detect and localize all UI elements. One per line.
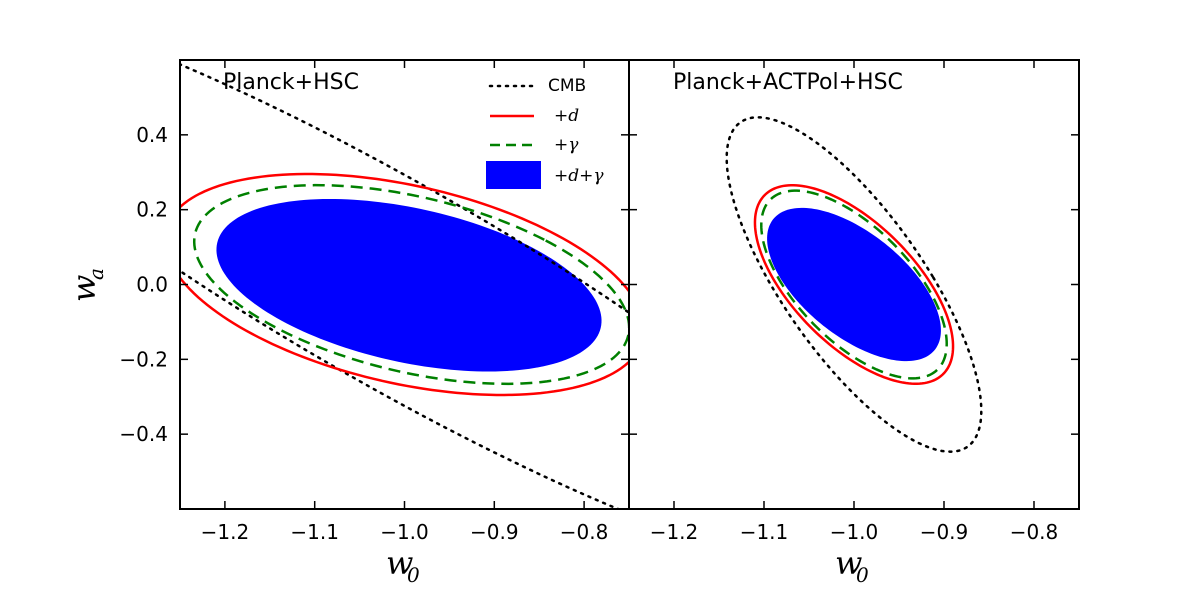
ticks-left: −1.2 −1.1 −1.0 −0.9 −0.8 −0.4 −0.2 0.0 0.2 0.4 — [119, 60, 629, 544]
y-axis-label-sub: a — [84, 268, 108, 280]
x-axis-label-left-sub: 0 — [407, 563, 420, 587]
contour-left-dashed-contour — [192, 183, 629, 386]
legend-label-cmb: CMB — [548, 76, 586, 96]
ticks-right: −1.2 −1.1 −1.0 −0.9 −0.8 — [629, 60, 1079, 544]
y-axis-label: w a — [65, 268, 108, 302]
contours-right — [725, 116, 983, 453]
ytick-label-3: 0.2 — [136, 198, 168, 222]
contour-right-dashed-contour — [760, 189, 948, 380]
xtick-label-right-1: −1.1 — [740, 520, 789, 544]
x-axis-label-left: w 0 — [386, 544, 420, 587]
ytick-label-1: −0.2 — [119, 347, 168, 371]
xtick-label-right-0: −1.2 — [650, 520, 699, 544]
legend-label-d-gamma: +d+γ — [554, 166, 604, 186]
xtick-label-right-3: −0.9 — [920, 520, 969, 544]
legend: CMB +d +γ +d+γ — [486, 76, 604, 189]
contour-right-filled-d — [767, 207, 941, 362]
ytick-label-2: 0.0 — [136, 273, 168, 297]
xtick-label-right-2: −1.0 — [830, 520, 879, 544]
x-axis-label-right-main: w — [835, 544, 862, 582]
xtick-label-right-4: −0.8 — [1010, 520, 1059, 544]
legend-label-d: +d — [554, 106, 579, 126]
contour-left-solid-d — [180, 172, 629, 397]
xtick-label-left-3: −0.9 — [470, 520, 519, 544]
panel-title-right: Planck+ACTPol+HSC — [673, 70, 903, 95]
panel-title-left: Planck+HSC — [223, 70, 359, 95]
x-axis-label-right-sub: 0 — [856, 563, 869, 587]
xtick-label-left-4: −0.8 — [560, 520, 609, 544]
contour-right-solid-d — [753, 183, 955, 386]
panel-right: −1.2 −1.1 −1.0 −0.9 −0.8 Planck+ACTPol+HSC w… — [628, 59, 1080, 587]
xtick-label-left-2: −1.0 — [380, 520, 429, 544]
y-axis-label-main: w — [65, 275, 103, 302]
xtick-label-left-1: −1.1 — [290, 520, 339, 544]
ytick-label-0: −0.4 — [119, 422, 168, 446]
contours-left — [180, 63, 629, 509]
legend-label-gamma: +γ — [554, 135, 579, 155]
ytick-label-4: 0.4 — [136, 123, 168, 147]
panel-left: −1.2 −1.1 −1.0 −0.9 −0.8 −0.4 −0.2 0.0 0.2 0.4 Pl… — [65, 59, 630, 587]
x-axis-label-left-main: w — [386, 544, 413, 582]
x-axis-label-right: w 0 — [835, 544, 869, 587]
legend-swatch-d-gamma — [486, 161, 541, 189]
frame-right — [628, 59, 1080, 510]
xtick-label-left-0: −1.2 — [201, 520, 250, 544]
contour-left-filled-d — [216, 198, 602, 372]
